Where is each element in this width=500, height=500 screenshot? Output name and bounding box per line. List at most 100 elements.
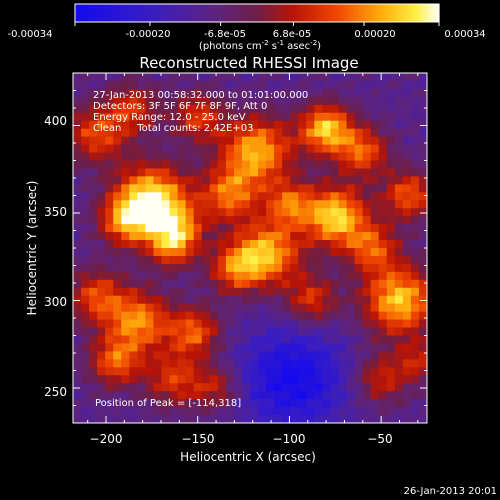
image-pixel <box>402 415 412 424</box>
image-pixel <box>306 73 315 82</box>
image-pixel <box>161 240 171 249</box>
image-pixel <box>386 112 396 122</box>
image-pixel <box>89 287 98 297</box>
image-pixel <box>217 73 227 82</box>
colorbar-cell <box>135 4 138 22</box>
colorbar-cell <box>377 4 380 22</box>
image-pixel <box>386 248 396 257</box>
image-pixel <box>290 208 299 217</box>
image-pixel <box>105 271 114 281</box>
image-pixel <box>306 96 315 106</box>
image-pixel <box>137 232 146 241</box>
image-pixel <box>153 295 162 305</box>
image-pixel <box>330 391 339 400</box>
image-pixel <box>129 311 138 321</box>
image-pixel <box>105 104 114 114</box>
image-pixel <box>97 112 106 122</box>
image-pixel <box>410 311 420 321</box>
colorbar-cell <box>371 4 374 22</box>
image-pixel <box>233 311 243 321</box>
image-pixel <box>298 120 307 130</box>
image-pixel <box>322 80 331 90</box>
colorbar-cell <box>365 4 368 22</box>
image-pixel <box>378 248 388 257</box>
image-pixel <box>161 255 171 265</box>
image-pixel <box>290 168 299 177</box>
image-pixel <box>322 240 331 249</box>
image-pixel <box>105 248 114 257</box>
image-pixel <box>97 248 106 257</box>
image-pixel <box>97 359 106 368</box>
colorbar-cell <box>349 4 352 22</box>
image-pixel <box>274 73 283 82</box>
image-pixel <box>394 271 404 281</box>
image-pixel <box>346 160 356 169</box>
image-pixel <box>137 263 146 273</box>
image-pixel <box>89 391 98 400</box>
image-pixel <box>81 359 90 368</box>
image-pixel <box>97 168 106 177</box>
image-pixel <box>394 216 404 225</box>
image-pixel <box>73 73 82 82</box>
image-pixel <box>233 255 243 265</box>
colorbar-cell <box>345 4 348 22</box>
image-pixel <box>394 263 404 273</box>
image-pixel <box>354 168 364 177</box>
image-pixel <box>73 160 82 169</box>
image-pixel <box>89 383 98 392</box>
image-pixel <box>274 271 283 281</box>
image-pixel <box>241 407 251 416</box>
image-pixel <box>153 192 162 201</box>
image-pixel <box>145 104 154 114</box>
image-pixel <box>129 303 138 313</box>
image-pixel <box>185 104 195 114</box>
image-pixel <box>105 240 114 249</box>
image-pixel <box>394 383 404 392</box>
image-pixel <box>201 248 211 257</box>
image-pixel <box>410 88 420 98</box>
image-pixel <box>410 192 420 201</box>
image-pixel <box>169 216 179 225</box>
image-pixel <box>193 224 203 233</box>
image-pixel <box>233 375 243 384</box>
image-pixel <box>370 311 380 321</box>
image-pixel <box>346 407 356 416</box>
image-pixel <box>145 359 154 368</box>
image-pixel <box>217 104 227 114</box>
colorbar-cell <box>287 4 290 22</box>
time-range-text: 27-Jan-2013 00:58:32.000 to 01:01:00.000 <box>93 90 308 101</box>
image-pixel <box>394 232 404 241</box>
image-pixel <box>266 96 275 106</box>
image-pixel <box>113 208 122 217</box>
colorbar-cell <box>361 4 364 22</box>
image-pixel <box>274 144 283 154</box>
image-pixel <box>298 80 307 90</box>
image-pixel <box>266 152 275 161</box>
image-pixel <box>354 176 364 185</box>
image-pixel <box>322 200 331 209</box>
image-pixel <box>177 112 187 122</box>
image-pixel <box>73 152 82 161</box>
image-pixel <box>274 136 283 146</box>
image-pixel <box>306 224 315 233</box>
image-pixel <box>386 176 396 185</box>
image-pixel <box>145 73 154 82</box>
image-pixel <box>209 271 219 281</box>
image-pixel <box>314 176 323 185</box>
image-pixel <box>121 112 130 122</box>
image-pixel <box>290 88 299 98</box>
image-pixel <box>306 255 315 265</box>
image-pixel <box>201 88 211 98</box>
image-pixel <box>81 73 90 82</box>
image-pixel <box>97 232 106 241</box>
image-pixel <box>282 399 291 408</box>
image-pixel <box>97 295 106 305</box>
image-pixel <box>177 335 187 344</box>
image-pixel <box>81 104 90 114</box>
image-pixel <box>266 375 275 384</box>
image-pixel <box>306 104 315 114</box>
image-pixel <box>225 128 235 138</box>
colorbar-cell <box>235 4 238 22</box>
colorbar-cell <box>193 4 196 22</box>
image-pixel <box>169 407 179 416</box>
